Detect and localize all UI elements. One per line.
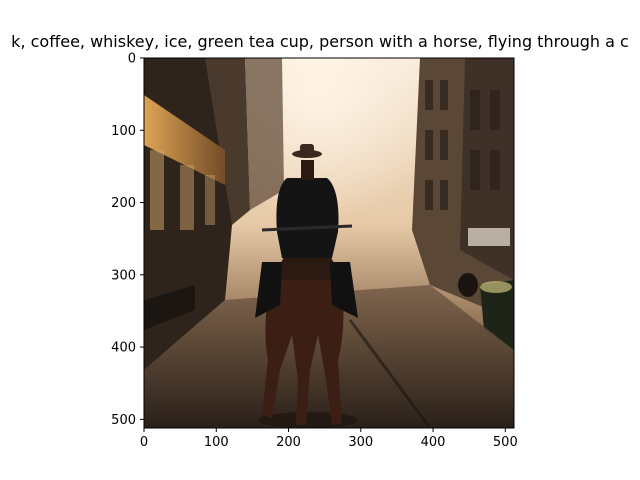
right-buildings bbox=[412, 58, 514, 350]
y-tick-label: 0 bbox=[128, 52, 136, 67]
x-tick-label: 200 bbox=[276, 435, 301, 450]
x-tick-label: 0 bbox=[140, 435, 148, 450]
image-content bbox=[144, 58, 514, 428]
figure-title: k, coffee, whiskey, ice, green tea cup, … bbox=[11, 32, 629, 51]
x-tick-label: 100 bbox=[204, 435, 229, 450]
y-tick-label: 500 bbox=[111, 413, 136, 428]
plot-frame bbox=[143, 57, 515, 429]
x-axis: 0 100 200 300 400 500 bbox=[140, 428, 518, 450]
y-tick-label: 200 bbox=[111, 196, 136, 211]
y-tick-label: 400 bbox=[111, 341, 136, 356]
x-tick-label: 500 bbox=[493, 435, 518, 450]
x-tick-label: 300 bbox=[348, 435, 373, 450]
horse-and-rider bbox=[255, 144, 358, 428]
x-tick-label: 400 bbox=[421, 435, 446, 450]
y-axis: 0 100 200 300 400 500 bbox=[111, 52, 144, 428]
y-tick-label: 100 bbox=[111, 124, 136, 139]
y-tick-label: 300 bbox=[111, 268, 136, 283]
left-buildings bbox=[144, 58, 284, 370]
